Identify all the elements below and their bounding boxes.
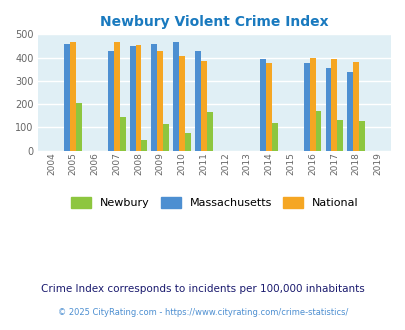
Text: © 2025 CityRating.com - https://www.cityrating.com/crime-statistics/: © 2025 CityRating.com - https://www.city… — [58, 308, 347, 317]
Bar — [76, 103, 82, 150]
Bar — [347, 73, 352, 150]
Bar — [194, 51, 200, 150]
Title: Newbury Violent Crime Index: Newbury Violent Crime Index — [100, 15, 328, 29]
Bar — [157, 50, 163, 150]
Bar — [108, 50, 113, 150]
Bar — [64, 44, 70, 150]
Bar — [113, 42, 119, 150]
Bar — [70, 42, 76, 150]
Bar — [315, 111, 321, 150]
Bar — [309, 58, 315, 150]
Legend: Newbury, Massachusetts, National: Newbury, Massachusetts, National — [67, 193, 361, 212]
Bar — [325, 68, 330, 150]
Bar — [119, 117, 125, 150]
Bar — [330, 59, 337, 150]
Bar — [129, 46, 135, 150]
Bar — [135, 46, 141, 150]
Bar — [173, 43, 179, 150]
Bar — [303, 63, 309, 150]
Bar — [200, 61, 206, 150]
Bar — [358, 121, 364, 150]
Bar — [266, 63, 271, 150]
Text: Crime Index corresponds to incidents per 100,000 inhabitants: Crime Index corresponds to incidents per… — [41, 284, 364, 294]
Bar — [141, 140, 147, 150]
Bar — [352, 62, 358, 150]
Bar — [179, 56, 185, 150]
Bar — [185, 133, 190, 150]
Bar — [206, 112, 212, 150]
Bar — [337, 120, 342, 150]
Bar — [260, 59, 266, 150]
Bar — [151, 44, 157, 150]
Bar — [163, 124, 168, 150]
Bar — [271, 123, 277, 150]
